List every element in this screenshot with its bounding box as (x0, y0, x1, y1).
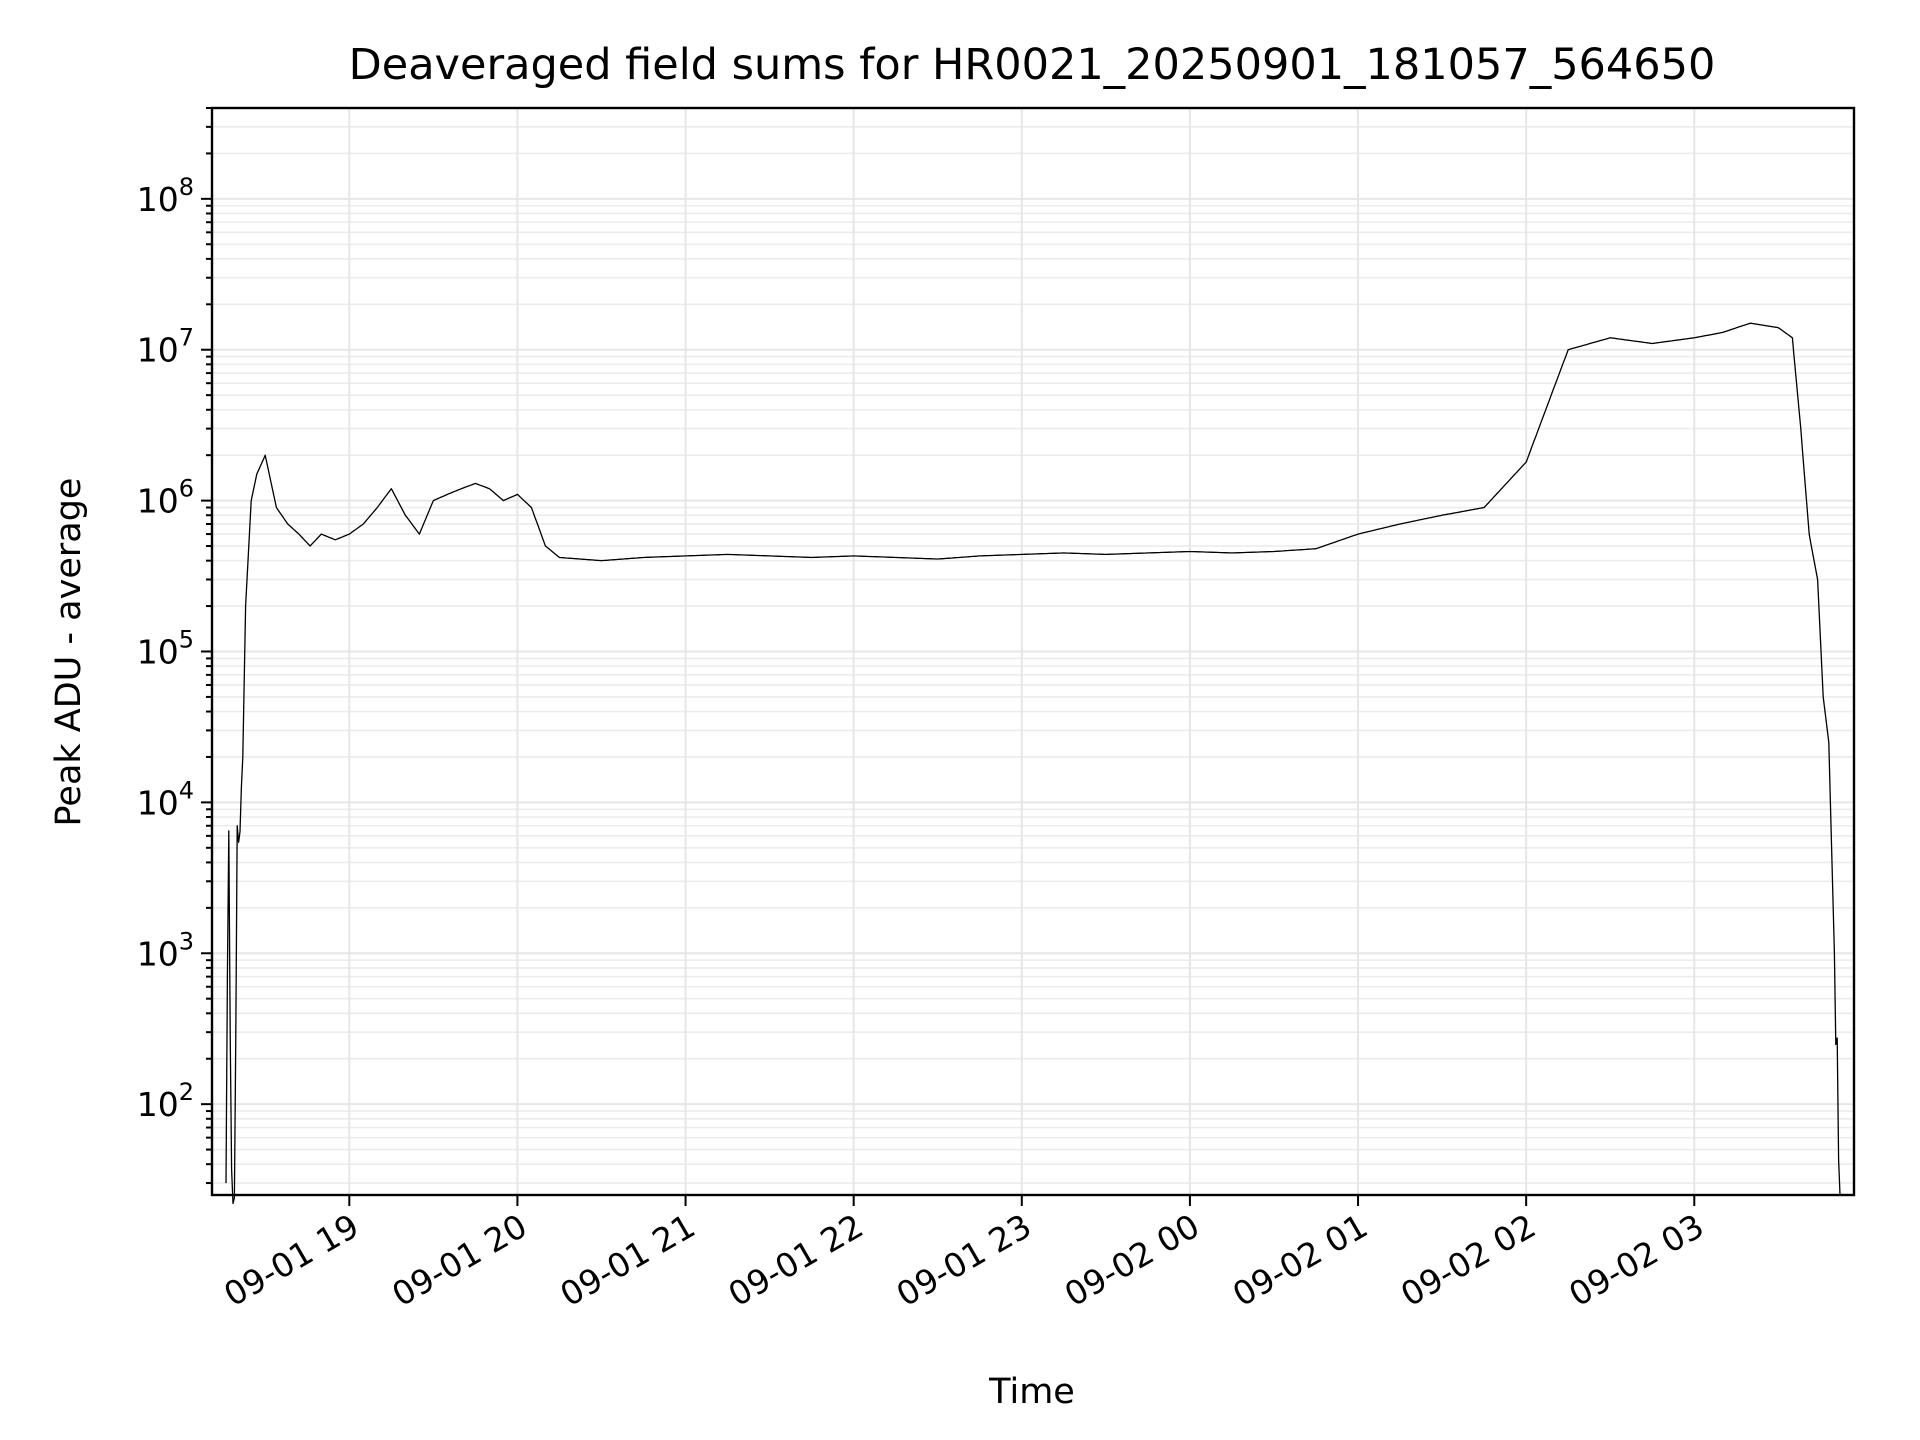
x-tick-label: 09-02 01 (1226, 1206, 1374, 1314)
y-tick-label: 107 (137, 324, 194, 370)
plot-series (225, 322, 1841, 1205)
y-axis-label: Peak ADU - average (49, 478, 89, 827)
y-tick-label: 104 (137, 776, 194, 822)
y-tick-label: 105 (137, 626, 194, 672)
plot-frame (210, 106, 1856, 1197)
x-tick-label: 09-02 00 (1058, 1206, 1206, 1314)
x-tick-label: 09-01 23 (890, 1206, 1038, 1314)
y-tick-label: 102 (137, 1078, 194, 1124)
grid (212, 107, 1854, 1195)
series-line (225, 322, 1841, 1205)
x-axis-label: Time (988, 1372, 1075, 1412)
x-axis: 09-01 19 09-01 20 09-01 21 09-01 22 09-01 23… (217, 1195, 1710, 1314)
x-tick-label: 09-01 22 (722, 1206, 870, 1314)
chart-title: Deaveraged field sums for HR0021_2025090… (349, 40, 1716, 90)
x-tick-label: 09-02 03 (1562, 1206, 1710, 1314)
y-tick-label: 108 (137, 173, 194, 219)
y-tick-label: 103 (137, 927, 194, 973)
x-tick-label: 09-01 19 (217, 1206, 365, 1314)
y-axis: 102 103 104 105 106 107 108 (137, 107, 212, 1185)
x-tick-label: 09-01 21 (554, 1206, 702, 1314)
x-tick-label: 09-02 02 (1394, 1206, 1542, 1314)
x-tick-label: 09-01 20 (385, 1206, 533, 1314)
y-tick-label: 106 (137, 475, 194, 521)
